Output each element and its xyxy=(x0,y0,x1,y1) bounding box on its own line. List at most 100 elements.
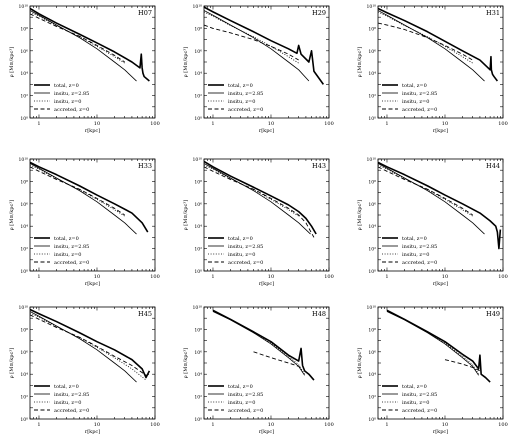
y-tick-label: 10⁸ xyxy=(368,179,376,185)
series-line-dotted xyxy=(204,164,299,217)
x-tick-label: 1 xyxy=(385,121,388,127)
y-tick-label: 10² xyxy=(20,395,28,401)
legend-label: insitu, z=2.85 xyxy=(54,91,89,97)
series-group xyxy=(378,161,502,250)
y-tick-label: 10¹⁰ xyxy=(192,157,202,163)
y-tick-label: 10⁴ xyxy=(20,372,28,378)
y-tick-label: 10⁶ xyxy=(194,350,202,356)
series-line-thick xyxy=(378,161,502,250)
legend-label: accreted, z=0 xyxy=(228,107,263,113)
y-axis-label: ρ [M⊙/kpc³] xyxy=(9,47,15,78)
legend-label: total, z=0 xyxy=(228,83,253,89)
legend-label: accreted, z=0 xyxy=(402,408,437,414)
x-tick-label: 10 xyxy=(442,121,448,127)
y-axis-label: ρ [M⊙/kpc³] xyxy=(183,47,189,78)
series-line-thick xyxy=(378,7,499,82)
legend-label: insitu, z=2.85 xyxy=(402,244,437,250)
panel-label: H29 xyxy=(312,9,326,17)
y-tick-label: 10⁴ xyxy=(194,71,202,77)
y-tick-label: 10⁸ xyxy=(20,179,28,185)
y-tick-label: 10⁶ xyxy=(194,202,202,208)
x-tick-label: 1 xyxy=(211,274,214,280)
x-tick-label: 100 xyxy=(324,274,334,280)
x-tick-label: 1 xyxy=(211,422,214,428)
y-tick-label: 10⁴ xyxy=(368,71,376,77)
y-tick-label: 10⁴ xyxy=(20,71,28,77)
y-tick-label: 10⁰ xyxy=(20,116,28,122)
y-tick-label: 10⁰ xyxy=(194,116,202,122)
y-tick-label: 10⁸ xyxy=(368,26,376,32)
legend: total, z=0 insitu, z=2.85 insitu, z=0 accre… xyxy=(34,83,89,113)
legend: total, z=0 insitu, z=2.85 insitu, z=0 accre… xyxy=(208,83,263,113)
x-tick-label: 1 xyxy=(37,121,40,127)
series-group xyxy=(204,160,317,238)
y-tick-label: 10¹⁰ xyxy=(366,4,376,10)
series-line-dotted xyxy=(204,11,299,64)
series-line-thin xyxy=(386,311,479,376)
legend-label: insitu, z=0 xyxy=(402,252,429,258)
y-tick-label: 10⁴ xyxy=(194,224,202,230)
legend-label: total, z=0 xyxy=(402,384,427,390)
series-line-dashed xyxy=(30,13,125,63)
x-axis-label: r[kpc] xyxy=(85,128,100,134)
legend-label: total, z=0 xyxy=(228,236,253,242)
series-line-dotted xyxy=(30,11,125,64)
series-line-dotted xyxy=(378,164,473,217)
legend: total, z=0 insitu, z=2.85 insitu, z=0 accre… xyxy=(382,384,437,414)
panel-h44: 1 10 100 10⁰ 10² 10⁴ 10⁶ 10⁸ 10¹⁰ r[kpc] ρ [M⊙/kpc… xyxy=(357,157,508,287)
x-tick-label: 100 xyxy=(150,121,160,127)
series-line-thick xyxy=(204,6,325,85)
y-tick-label: 10⁴ xyxy=(20,224,28,230)
panel-label: H49 xyxy=(486,310,500,318)
x-tick-label: 1 xyxy=(385,274,388,280)
x-tick-label: 10 xyxy=(94,274,100,280)
legend-label: insitu, z=0 xyxy=(54,400,81,406)
x-tick-label: 100 xyxy=(498,422,508,428)
panel-h33: 1 10 100 10⁰ 10² 10⁴ 10⁶ 10⁸ 10¹⁰ r[kpc] ρ [M⊙/kpc… xyxy=(9,157,160,287)
legend-label: insitu, z=0 xyxy=(228,400,255,406)
y-tick-label: 10⁶ xyxy=(368,202,376,208)
y-axis-label: ρ [M⊙/kpc³] xyxy=(357,200,363,231)
x-axis-label: r[kpc] xyxy=(433,429,448,435)
series-line-thick xyxy=(30,161,149,233)
y-tick-label: 10⁴ xyxy=(194,372,202,378)
legend-label: insitu, z=2.85 xyxy=(228,91,263,97)
legend-label: total, z=0 xyxy=(54,384,79,390)
x-tick-label: 10 xyxy=(94,422,100,428)
panel-h45: 1 10 100 10⁰ 10² 10⁴ 10⁶ 10⁸ 10¹⁰ r[kpc] ρ [M⊙/kpc… xyxy=(9,305,160,435)
panel-label: H43 xyxy=(312,162,326,170)
series-line-dashed xyxy=(204,24,299,61)
y-tick-label: 10⁸ xyxy=(194,327,202,333)
x-tick-label: 100 xyxy=(498,121,508,127)
panel-h48: 1 10 100 10⁰ 10² 10⁴ 10⁶ 10⁸ 10¹⁰ r[kpc] ρ [M⊙/kpc… xyxy=(183,305,334,435)
legend: total, z=0 insitu, z=2.85 insitu, z=0 accre… xyxy=(208,236,263,266)
y-tick-label: 10² xyxy=(194,395,202,401)
y-tick-label: 10⁰ xyxy=(368,417,376,423)
panel-label: H31 xyxy=(486,9,500,17)
panel-label: H48 xyxy=(312,310,326,318)
legend-label: accreted, z=0 xyxy=(228,260,263,266)
x-tick-label: 100 xyxy=(324,422,334,428)
series-group xyxy=(378,7,499,82)
series-line-dashed xyxy=(30,314,150,376)
y-tick-label: 10² xyxy=(194,94,202,100)
series-line-thick xyxy=(30,308,151,379)
series-line-thin xyxy=(30,10,137,82)
y-tick-label: 10² xyxy=(368,395,376,401)
legend-label: insitu, z=2.85 xyxy=(228,244,263,250)
x-axis-label: r[kpc] xyxy=(85,429,100,435)
y-tick-label: 10² xyxy=(20,247,28,253)
x-tick-label: 100 xyxy=(150,422,160,428)
series-line-dashed xyxy=(378,22,473,61)
y-axis-label: ρ [M⊙/kpc³] xyxy=(9,348,15,379)
legend-label: insitu, z=2.85 xyxy=(54,244,89,250)
series-line-thin xyxy=(30,311,137,383)
y-tick-label: 10¹⁰ xyxy=(18,4,28,10)
y-tick-label: 10² xyxy=(368,247,376,253)
y-tick-label: 10⁸ xyxy=(20,26,28,32)
y-tick-label: 10⁰ xyxy=(194,417,202,423)
y-tick-label: 10¹⁰ xyxy=(18,305,28,311)
y-tick-label: 10⁴ xyxy=(368,372,376,378)
y-tick-label: 10⁸ xyxy=(20,327,28,333)
